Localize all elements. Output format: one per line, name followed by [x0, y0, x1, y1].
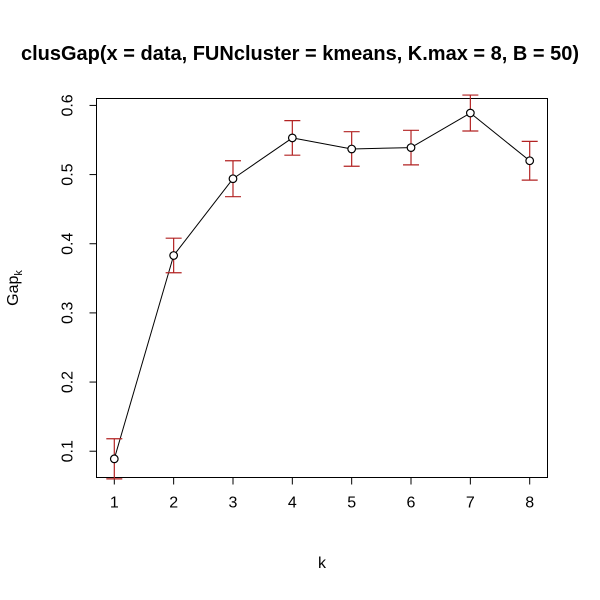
- series-segment: [470, 112, 531, 162]
- y-axis-label-group: Gapk: [5, 270, 25, 306]
- y-axis-tick-label: 0.1: [60, 440, 77, 462]
- x-axis-tick-label: 5: [347, 495, 356, 512]
- x-axis: 1 2 3 4 5 6 7 8: [110, 477, 534, 512]
- y-axis-tick-label: 0.4: [60, 233, 77, 255]
- x-axis-tick-label: 6: [407, 495, 416, 512]
- data-point: [347, 144, 357, 154]
- y-axis-tick-label: 0.5: [60, 163, 77, 185]
- data-point: [465, 108, 475, 118]
- series-line: [113, 112, 531, 459]
- series-segment: [351, 147, 412, 150]
- series-segment: [410, 112, 471, 149]
- x-axis-tick-label: 3: [229, 495, 238, 512]
- data-point: [109, 454, 119, 464]
- error-bars: [106, 94, 538, 480]
- x-axis-tick-label: 4: [288, 495, 297, 512]
- x-axis-label: k: [318, 555, 327, 572]
- data-point: [169, 251, 179, 260]
- series-segment: [232, 137, 293, 180]
- y-axis-tick-label: 0.6: [60, 94, 77, 116]
- data-point: [406, 143, 416, 153]
- y-axis-label-main: Gap: [5, 276, 22, 306]
- series-segment: [292, 137, 352, 150]
- y-axis-label-subscript: k: [13, 270, 25, 276]
- x-axis-tick-label: 7: [466, 495, 475, 512]
- y-axis-label: Gapk: [5, 270, 25, 306]
- series-segment: [173, 178, 234, 256]
- data-points: [109, 108, 535, 464]
- data-point: [287, 133, 297, 143]
- y-axis: 0.1 0.2 0.3 0.4 0.5 0.6: [60, 94, 97, 462]
- y-axis-tick-label: 0.2: [60, 371, 77, 393]
- data-point: [525, 156, 535, 166]
- x-axis-tick-label: 1: [110, 495, 119, 512]
- chart-title: clusGap(x = data, FUNcluster = kmeans, K…: [21, 43, 579, 65]
- data-point: [228, 174, 238, 184]
- y-axis-tick-label: 0.3: [60, 302, 77, 324]
- x-axis-tick-label: 8: [525, 495, 534, 512]
- series-segment: [113, 255, 175, 459]
- x-axis-tick-label: 2: [169, 495, 178, 512]
